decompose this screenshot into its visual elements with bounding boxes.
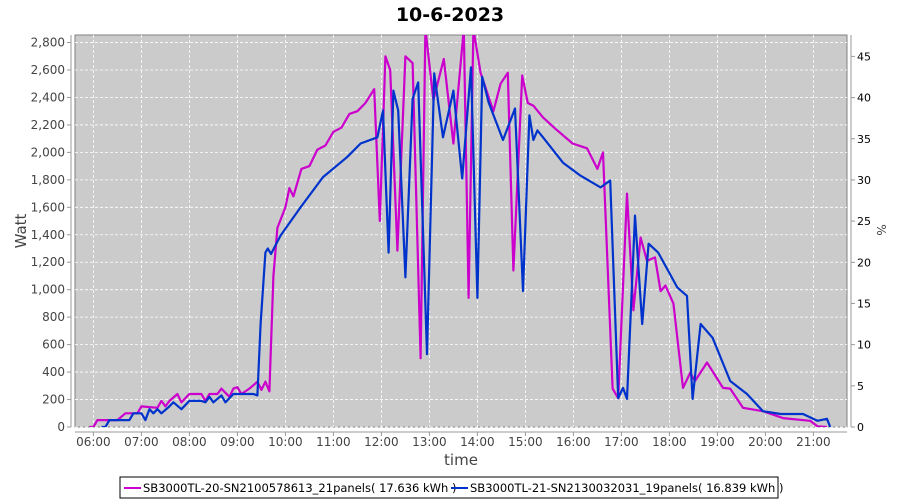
y-tick-label: 0 bbox=[57, 420, 65, 434]
y-axis-label: Watt bbox=[12, 213, 30, 248]
x-tick-label: 17:00 bbox=[604, 435, 639, 449]
x-tick-label: 06:00 bbox=[76, 435, 111, 449]
y-tick-label: 1,600 bbox=[31, 200, 65, 214]
y-tick-label: 1,800 bbox=[31, 173, 65, 187]
x-tick-label: 13:00 bbox=[412, 435, 447, 449]
y-tick-label: 2,400 bbox=[31, 90, 65, 104]
y-tick-label: 2,600 bbox=[31, 63, 65, 77]
x-tick-label: 16:00 bbox=[556, 435, 591, 449]
x-tick-label: 11:00 bbox=[316, 435, 351, 449]
legend: SB3000TL-20-SN2100578613_21panels( 17.63… bbox=[119, 476, 783, 499]
y2-tick-label: 25 bbox=[857, 215, 871, 228]
y-tick-label: 2,800 bbox=[31, 36, 65, 50]
x-tick-label: 08:00 bbox=[172, 435, 207, 449]
y2-axis-label: % bbox=[874, 224, 888, 235]
y-tick-label: 800 bbox=[42, 310, 65, 324]
x-tick-label: 14:00 bbox=[460, 435, 495, 449]
y-tick-label: 2,000 bbox=[31, 145, 65, 159]
y2-tick-label: 0 bbox=[857, 421, 864, 434]
y2-tick-label: 30 bbox=[857, 174, 871, 187]
x-tick-label: 20:00 bbox=[748, 435, 783, 449]
x-tick-label: 18:00 bbox=[652, 435, 687, 449]
x-axis-label: time bbox=[444, 451, 478, 469]
x-tick-label: 07:00 bbox=[124, 435, 159, 449]
y-tick-label: 200 bbox=[42, 393, 65, 407]
y2-tick-label: 15 bbox=[857, 297, 871, 310]
y-tick-label: 1,200 bbox=[31, 255, 65, 269]
x-tick-label: 15:00 bbox=[508, 435, 543, 449]
x-tick-label: 09:00 bbox=[220, 435, 255, 449]
y2-tick-label: 20 bbox=[857, 256, 871, 269]
gridlines bbox=[75, 35, 847, 428]
legend-label-2: SB3000TL-21-SN2130032031_19panels( 16.83… bbox=[470, 481, 783, 495]
y-tick-label: 600 bbox=[42, 338, 65, 352]
x-tick-label: 12:00 bbox=[364, 435, 399, 449]
y2-tick-label: 5 bbox=[857, 380, 864, 393]
x-tick-label: 19:00 bbox=[700, 435, 735, 449]
y-tick-label: 1,000 bbox=[31, 283, 65, 297]
y-tick-label: 1,400 bbox=[31, 228, 65, 242]
y-tick-label: 400 bbox=[42, 365, 65, 379]
y2-tick-label: 45 bbox=[857, 50, 871, 63]
x-tick-label: 10:00 bbox=[268, 435, 303, 449]
x-tick-label: 21:00 bbox=[796, 435, 831, 449]
series-lines bbox=[89, 35, 832, 427]
legend-box bbox=[119, 476, 779, 499]
axes: 06:00 07:00 08:00 09:00 10:00 11:00 12:00 13:00… bbox=[31, 35, 871, 449]
y2-tick-label: 10 bbox=[857, 339, 871, 352]
y2-tick-label: 35 bbox=[857, 133, 871, 146]
plot-area bbox=[74, 34, 848, 428]
y2-tick-label: 40 bbox=[857, 92, 871, 105]
series-line-2 bbox=[101, 66, 832, 427]
legend-label-1: SB3000TL-20-SN2100578613_21panels( 17.63… bbox=[143, 481, 456, 495]
chart-title: 10-6-2023 bbox=[396, 4, 504, 26]
y-tick-label: 2,200 bbox=[31, 118, 65, 132]
